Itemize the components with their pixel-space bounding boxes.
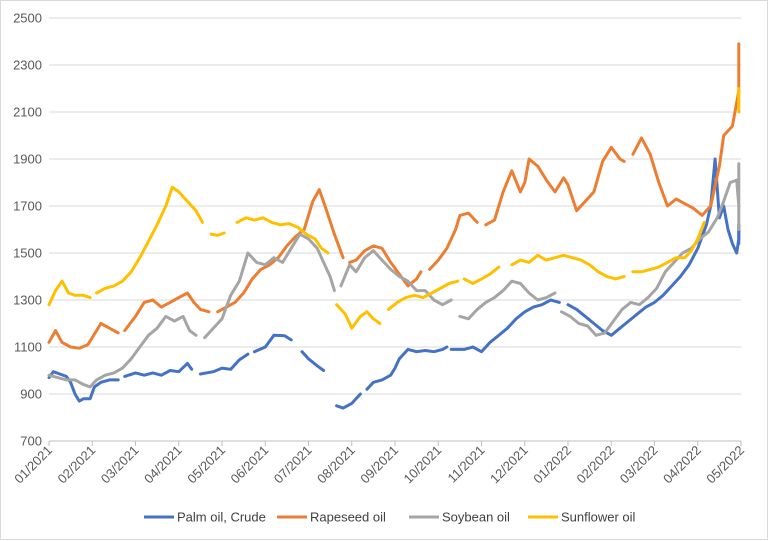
series-line-segment <box>47 279 92 307</box>
x-tick-label: 01/2021 <box>11 443 55 487</box>
series-line-segment <box>428 211 479 271</box>
legend-item: Palm oil, Crude <box>144 510 266 525</box>
y-tick-label: 1100 <box>14 340 42 355</box>
x-tick-label: 05/2022 <box>703 443 747 487</box>
x-tick-label: 10/2021 <box>401 443 445 487</box>
x-axis: 01/2021 02/2021 03/2021 04/2021 05/2021 06/20… <box>11 440 747 487</box>
x-tick-label: 08/2021 <box>314 443 358 487</box>
legend-item: Soybean oil <box>409 510 510 525</box>
series-line-segment <box>235 216 330 255</box>
y-tick-label: 700 <box>20 434 42 449</box>
x-tick-label: 04/2021 <box>141 443 185 487</box>
series-line-segment <box>198 352 250 376</box>
series-line-segment <box>209 231 226 237</box>
series-line-segment <box>300 350 326 372</box>
x-tick-label: 02/2021 <box>55 443 99 487</box>
series-line-segment <box>387 279 460 311</box>
x-tick-label: 07/2021 <box>271 443 315 487</box>
series-line-segment <box>123 361 194 378</box>
legend-item: Sunflower oil <box>528 510 636 525</box>
series-line-segment <box>203 232 336 340</box>
series-line-segment <box>365 345 449 391</box>
series-rapeseed-oil <box>47 42 741 350</box>
y-tick-label: 2500 <box>13 11 42 26</box>
y-tick-label: 900 <box>20 387 42 402</box>
series-line-segment <box>252 333 293 354</box>
x-tick-label: 03/2022 <box>617 443 661 487</box>
series-line-segment <box>510 253 626 281</box>
plot-area <box>47 42 741 410</box>
series-line-segment <box>449 298 561 354</box>
y-tick-label: 2100 <box>13 105 42 120</box>
series-line-segment <box>123 291 211 333</box>
x-tick-label: 05/2021 <box>184 443 228 487</box>
x-tick-label: 02/2022 <box>574 443 618 487</box>
x-tick-label: 12/2021 <box>487 443 531 487</box>
series-line-segment <box>631 220 706 274</box>
legend-item: Rapeseed oil <box>277 510 386 525</box>
y-tick-label: 1500 <box>13 246 42 261</box>
y-tick-label: 1300 <box>13 293 42 308</box>
series-line-segment <box>339 249 453 307</box>
x-tick-label: 09/2021 <box>357 443 401 487</box>
series-line-segment <box>631 42 741 217</box>
y-tick-label: 1900 <box>13 152 42 167</box>
legend-label: Rapeseed oil <box>310 510 386 525</box>
series-line-segment <box>458 279 557 321</box>
legend-label: Sunflower oil <box>561 510 636 525</box>
series-line-segment <box>348 244 423 288</box>
x-tick-label: 01/2022 <box>530 443 574 487</box>
gridlines <box>49 17 741 442</box>
series-line-segment <box>335 392 362 410</box>
series-line-segment <box>216 188 345 314</box>
series-line-segment <box>462 265 501 285</box>
y-axis: 700 900 1100 1300 1500 1700 1900 2100 2300 2500 <box>13 11 42 449</box>
legend-label: Palm oil, Crude <box>177 510 266 525</box>
x-tick-label: 04/2022 <box>660 443 704 487</box>
series-line-segment <box>95 185 204 295</box>
legend: Palm oil, Crude Rapeseed oil Soybean oil Su… <box>144 510 636 525</box>
series-sunflower-oil <box>47 87 741 330</box>
series-line-segment <box>47 322 120 350</box>
y-tick-label: 1700 <box>13 199 42 214</box>
x-tick-label: 03/2021 <box>98 443 142 487</box>
x-tick-label: 11/2021 <box>444 443 487 486</box>
series-line-segment <box>47 314 198 389</box>
series-soybean-oil <box>47 162 741 389</box>
legend-label: Soybean oil <box>442 510 510 525</box>
series-line-segment <box>484 145 626 227</box>
series-palm-oil-crude <box>47 157 741 410</box>
series-line-segment <box>335 303 382 330</box>
series-line-segment <box>47 370 120 403</box>
x-tick-label: 06/2021 <box>228 443 272 487</box>
y-tick-label: 2300 <box>13 58 42 73</box>
series-line-segment <box>566 157 741 337</box>
